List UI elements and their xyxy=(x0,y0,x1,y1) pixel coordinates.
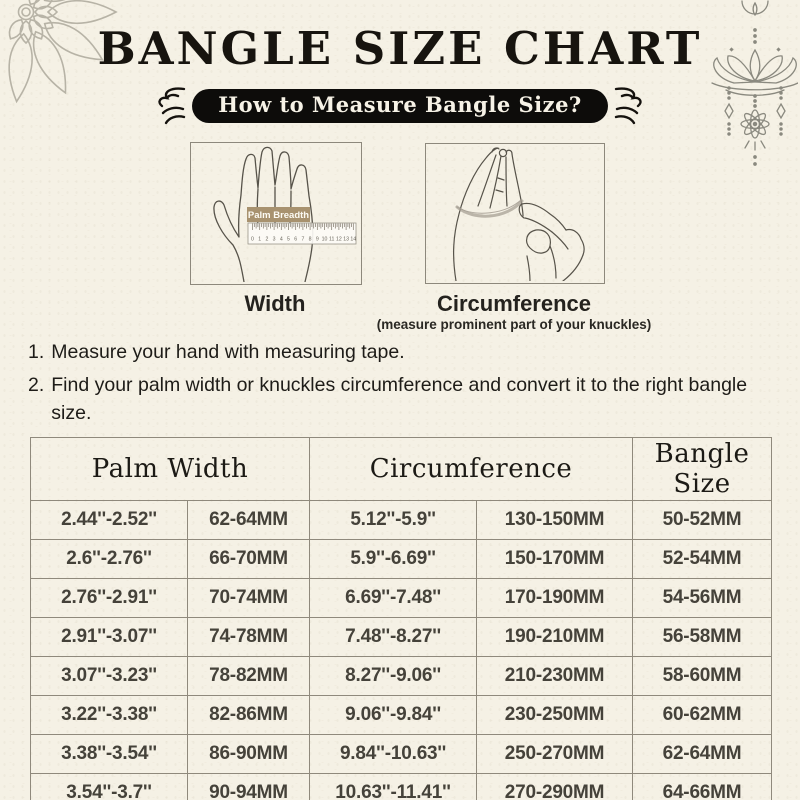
size-cell: 6.69''-7.48'' xyxy=(309,578,478,618)
size-cell: 3.38''-3.54'' xyxy=(30,734,188,774)
mandala-flower-icon xyxy=(4,0,118,104)
size-cell: 86-90MM xyxy=(186,734,311,774)
table-row: 2.6''-2.76'' 66-70MM 5.9''-6.69'' 150-170MM… xyxy=(30,539,773,579)
size-cell: 74-78MM xyxy=(186,617,311,657)
step-text: Find your palm width or knuckles circumf… xyxy=(51,374,748,424)
size-cell: 82-86MM xyxy=(186,695,311,735)
size-cell: 150-170MM xyxy=(476,539,634,579)
lotus-ornament-icon xyxy=(711,0,798,166)
size-cell: 3.07''-3.23'' xyxy=(30,656,188,696)
size-cell: 64-66MM xyxy=(632,773,773,800)
ruler-number: 11 xyxy=(329,237,334,243)
ruler-number: 10 xyxy=(322,237,328,243)
circumference-note: (measure prominent part of your knuckles… xyxy=(376,317,652,332)
ruler-number: 13 xyxy=(343,237,349,243)
step-text: Measure your hand with measuring tape. xyxy=(51,341,405,363)
size-cell: 5.9''-6.69'' xyxy=(309,539,478,579)
width-illustration-box: 0 1 2 3 4 5 6 7 8 9 10 11 12 13 14 Palm Breadth xyxy=(190,142,362,285)
size-cell: 270-290MM xyxy=(476,773,634,800)
table-row: 2.91''-3.07'' 74-78MM 7.48''-8.27'' 190-210… xyxy=(30,617,773,657)
size-cell: 8.27''-9.06'' xyxy=(309,656,478,696)
step-number: 1. xyxy=(28,341,45,363)
table-row: 2.76''-2.91'' 70-74MM 6.69''-7.48'' 170-190… xyxy=(30,578,773,618)
size-cell: 78-82MM xyxy=(186,656,311,696)
size-cell: 7.48''-8.27'' xyxy=(309,617,478,657)
instruction-step-2: 2. Find your palm width or knuckles circ… xyxy=(28,372,762,427)
ruler-number: 4 xyxy=(280,237,283,243)
width-caption: Width xyxy=(244,291,306,316)
instructions: 1. Measure your hand with measuring tape… xyxy=(28,339,762,433)
size-cell: 54-56MM xyxy=(632,578,773,618)
ruler-number: 1 xyxy=(258,237,261,243)
ruler-number: 12 xyxy=(336,237,342,243)
size-cell: 2.91''-3.07'' xyxy=(30,617,188,657)
size-cell: 58-60MM xyxy=(632,656,773,696)
header-circumference: Circumference xyxy=(309,437,634,501)
ruler-number: 9 xyxy=(316,237,319,243)
subtitle-row: How to Measure Bangle Size? xyxy=(0,85,800,127)
ruler-number: 7 xyxy=(301,237,304,243)
ruler-number: 5 xyxy=(287,237,290,243)
size-cell: 10.63''-11.41'' xyxy=(309,773,478,800)
ruler-label: Palm Breadth xyxy=(248,210,309,221)
size-table-header: Palm Width Circumference Bangle Size xyxy=(29,437,773,501)
curly-flourish-left-icon xyxy=(158,87,186,125)
size-cell: 2.6''-2.76'' xyxy=(30,539,188,579)
step-number: 2. xyxy=(28,374,45,397)
hand-with-ruler-illustration: 0 1 2 3 4 5 6 7 8 9 10 11 12 13 14 Palm Breadth xyxy=(213,146,357,283)
page-title: BANGLE SIZE CHART xyxy=(97,22,703,75)
size-cell: 60-62MM xyxy=(632,695,773,735)
size-cell: 52-54MM xyxy=(632,539,773,579)
header-palm-width: Palm Width xyxy=(29,437,311,501)
how-to-measure-banner: How to Measure Bangle Size? xyxy=(192,89,608,123)
table-row: 3.54''-3.7'' 90-94MM 10.63''-11.41'' 270-29… xyxy=(30,773,773,800)
size-cell: 56-58MM xyxy=(632,617,773,657)
pinched-hand-tape-illustration xyxy=(453,147,585,282)
size-cell: 2.44''-2.52'' xyxy=(30,500,188,540)
size-cell: 62-64MM xyxy=(186,500,311,540)
ruler-number: 8 xyxy=(309,237,312,243)
ruler-number: 3 xyxy=(273,237,276,243)
size-cell: 130-150MM xyxy=(476,500,634,540)
circumference-caption: Circumference xyxy=(436,291,592,316)
ruler-number: 14 xyxy=(350,237,356,243)
size-cell: 70-74MM xyxy=(186,578,311,618)
size-cell: 66-70MM xyxy=(186,539,311,579)
size-cell: 9.84''-10.63'' xyxy=(309,734,478,774)
table-row: 2.44''-2.52'' 62-64MM 5.12''-5.9'' 130-150M… xyxy=(30,500,773,540)
size-cell: 230-250MM xyxy=(476,695,634,735)
size-cell: 2.76''-2.91'' xyxy=(30,578,188,618)
table-row: 3.38''-3.54'' 86-90MM 9.84''-10.63'' 250-27… xyxy=(30,734,773,774)
ruler-number: 0 xyxy=(251,237,254,243)
size-cell: 50-52MM xyxy=(632,500,773,540)
instruction-step-1: 1. Measure your hand with measuring tape… xyxy=(28,339,762,366)
size-cell: 190-210MM xyxy=(476,617,634,657)
size-cell: 5.12''-5.9'' xyxy=(309,500,478,540)
size-table: Palm Width Circumference Bangle Size 2.4… xyxy=(29,437,773,800)
size-cell: 3.54''-3.7'' xyxy=(30,773,188,800)
size-cell: 3.22''-3.38'' xyxy=(30,695,188,735)
size-cell: 62-64MM xyxy=(632,734,773,774)
ruler-label-badge xyxy=(247,207,310,222)
size-cell: 90-94MM xyxy=(186,773,311,800)
size-cell: 210-230MM xyxy=(476,656,634,696)
table-row: 3.22''-3.38'' 82-86MM 9.06''-9.84'' 230-250… xyxy=(30,695,773,735)
size-cell: 250-270MM xyxy=(476,734,634,774)
table-row: 3.07''-3.23'' 78-82MM 8.27''-9.06'' 210-230… xyxy=(30,656,773,696)
header-bangle-size: Bangle Size xyxy=(632,437,773,501)
size-table-body: 2.44''-2.52'' 62-64MM 5.12''-5.9'' 130-150M… xyxy=(30,500,773,800)
curly-flourish-right-icon xyxy=(614,87,642,125)
size-cell: 9.06''-9.84'' xyxy=(309,695,478,735)
ruler-number: 2 xyxy=(265,237,268,243)
ruler-number: 6 xyxy=(294,237,297,243)
circumference-illustration-box xyxy=(425,143,605,284)
size-cell: 170-190MM xyxy=(476,578,634,618)
